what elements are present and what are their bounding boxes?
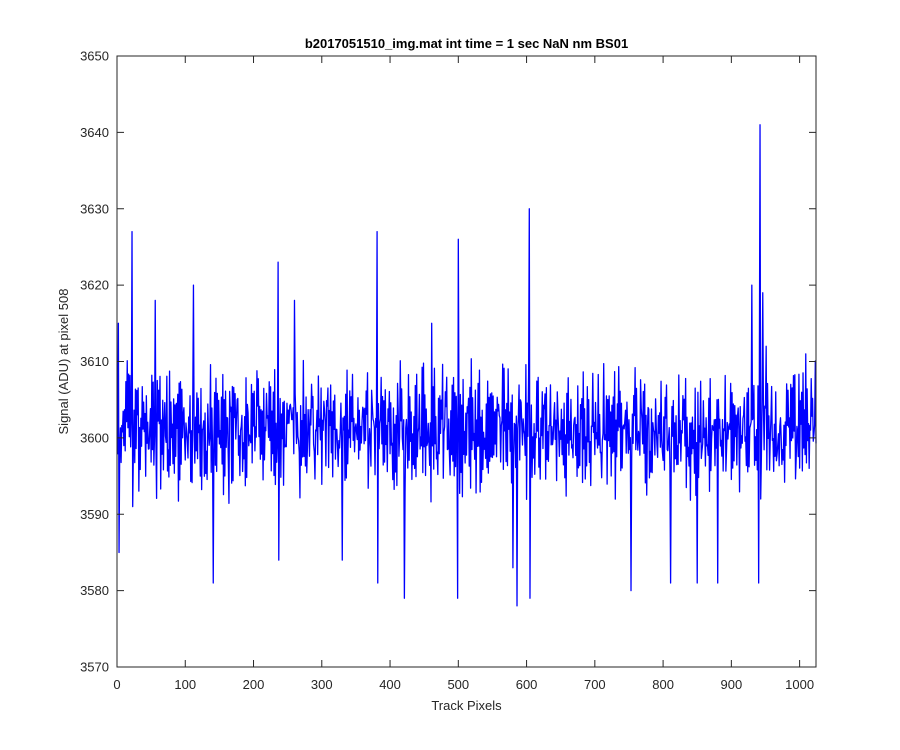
x-tick-label: 0 — [113, 677, 120, 692]
chart-title: b2017051510_img.mat int time = 1 sec NaN… — [305, 36, 628, 51]
y-tick-label: 3590 — [80, 507, 109, 522]
y-axis-title: Signal (ADU) at pixel 508 — [56, 289, 71, 435]
x-tick-label: 1000 — [785, 677, 814, 692]
y-tick-label: 3580 — [80, 583, 109, 598]
series-layer — [117, 124, 817, 607]
y-tick-label: 3570 — [80, 660, 109, 675]
x-tick-label: 600 — [516, 677, 538, 692]
x-tick-label: 200 — [243, 677, 265, 692]
series-line-1 — [117, 124, 817, 607]
x-axis-title: Track Pixels — [431, 698, 502, 713]
x-tick-label: 400 — [379, 677, 401, 692]
y-tick-label: 3640 — [80, 125, 109, 140]
tick-layer: 0 100 200 300 400 500 600 700 800 900 1000 3570 3580… — [80, 49, 816, 692]
y-tick-label: 3600 — [80, 430, 109, 445]
x-tick-label: 700 — [584, 677, 606, 692]
plot-area — [117, 56, 816, 667]
x-tick-label: 800 — [652, 677, 674, 692]
x-tick-label: 500 — [447, 677, 469, 692]
y-tick-label: 3610 — [80, 354, 109, 369]
y-tick-label: 3630 — [80, 201, 109, 216]
y-tick-label: 3620 — [80, 278, 109, 293]
x-tick-label: 100 — [174, 677, 196, 692]
x-tick-label: 900 — [721, 677, 743, 692]
x-tick-label: 300 — [311, 677, 333, 692]
y-tick-label: 3650 — [80, 49, 109, 64]
